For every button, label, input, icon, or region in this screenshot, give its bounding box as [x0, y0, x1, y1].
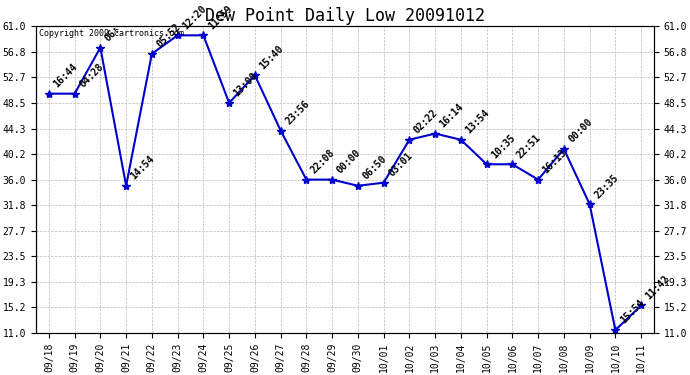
Text: 22:51: 22:51 [515, 132, 543, 160]
Text: 05:52: 05:52 [155, 22, 182, 50]
Text: 00:00: 00:00 [335, 148, 363, 176]
Text: 16:44: 16:44 [52, 62, 79, 90]
Text: 13:54: 13:54 [464, 108, 491, 135]
Text: 04:28: 04:28 [77, 62, 106, 90]
Text: 10:35: 10:35 [489, 132, 518, 160]
Text: 02:22: 02:22 [412, 108, 440, 135]
Text: 12:20: 12:20 [180, 3, 208, 31]
Text: 11:59: 11:59 [206, 3, 234, 31]
Text: 16:14: 16:14 [438, 102, 466, 129]
Text: 03:01: 03:01 [386, 151, 414, 178]
Text: 16:13: 16:13 [541, 148, 569, 176]
Text: 15:40: 15:40 [257, 43, 286, 71]
Text: 13:00: 13:00 [232, 71, 259, 99]
Text: 23:56: 23:56 [284, 99, 311, 126]
Text: 15:54: 15:54 [618, 298, 646, 326]
Text: 14:54: 14:54 [129, 154, 157, 182]
Text: 00:00: 00:00 [566, 117, 595, 145]
Text: 06:50: 06:50 [361, 154, 388, 182]
Text: 22:08: 22:08 [309, 148, 337, 176]
Title: Dew Point Daily Low 20091012: Dew Point Daily Low 20091012 [205, 7, 485, 25]
Text: 23:35: 23:35 [593, 172, 620, 200]
Text: 06:: 06: [103, 24, 123, 44]
Text: Copyright 2009 Cartronics.com: Copyright 2009 Cartronics.com [39, 29, 184, 38]
Text: 11:42: 11:42 [644, 273, 672, 302]
